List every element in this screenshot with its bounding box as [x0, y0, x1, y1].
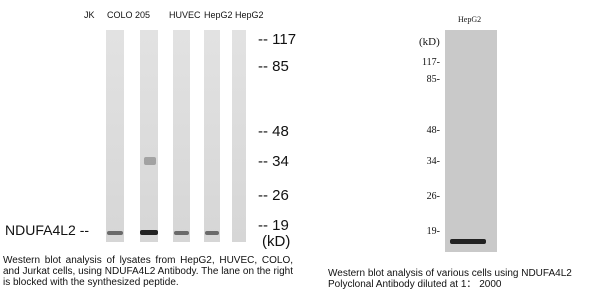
band	[174, 231, 189, 235]
lane	[106, 30, 124, 242]
right-blot	[445, 30, 497, 252]
caption: Western blot analysis of various cells u…	[328, 268, 608, 290]
marker: 48-	[427, 125, 440, 136]
marker: 34-	[427, 156, 440, 167]
band	[140, 230, 158, 235]
marker: 85-	[427, 74, 440, 85]
page: JK COLO 205 HUVEC HepG2 HepG2 -- 117 -- …	[0, 0, 609, 300]
lane-label: HUVEC	[169, 10, 201, 20]
unit: (kD)	[262, 233, 290, 250]
marker: 19-	[427, 226, 440, 237]
lane-label: HepG2	[235, 10, 264, 20]
marker: 117-	[422, 57, 440, 68]
lane-label: COLO 205	[107, 10, 150, 20]
protein-label: NDUFA4L2 --	[5, 222, 89, 238]
lane	[140, 30, 158, 242]
band	[205, 231, 219, 235]
lane-label: JK	[84, 10, 95, 20]
marker: -- 34	[258, 153, 289, 170]
lane-label: HepG2	[204, 10, 233, 20]
lane	[204, 30, 220, 242]
band	[107, 231, 123, 235]
lane	[232, 30, 246, 242]
band	[450, 239, 486, 244]
lane	[173, 30, 190, 242]
caption: Western blot analysis of lysates from He…	[3, 255, 293, 288]
marker: -- 48	[258, 123, 289, 140]
marker: -- 85	[258, 58, 289, 75]
band	[144, 157, 156, 165]
marker: -- 26	[258, 187, 289, 204]
unit: (kD)	[419, 36, 440, 48]
marker: -- 117	[258, 31, 296, 48]
marker: -- 19	[258, 217, 289, 234]
marker: 26-	[427, 191, 440, 202]
lane-label: HepG2	[458, 15, 481, 24]
